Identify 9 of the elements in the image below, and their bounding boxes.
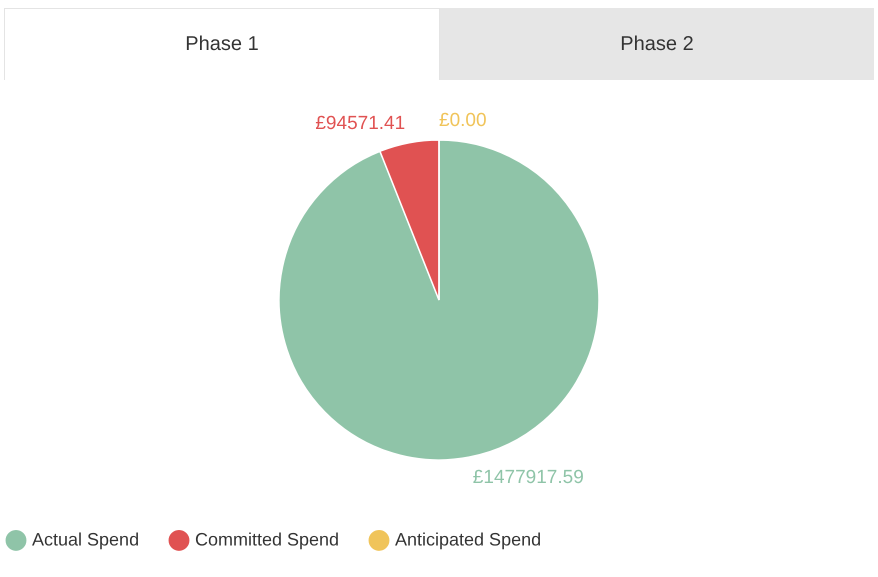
data-label: £94571.41: [315, 113, 406, 134]
text: £0.00: [439, 110, 487, 131]
data-label: £1477917.59: [472, 466, 584, 488]
text: Phase 1: [4, 8, 440, 80]
pie-slice: [278, 139, 600, 460]
legend-label: Anticipated Spend: [395, 529, 542, 550]
legend-label: Committed Spend: [195, 529, 340, 550]
text: Phase 2: [440, 8, 874, 80]
legend-label: Actual Spend: [32, 529, 140, 550]
